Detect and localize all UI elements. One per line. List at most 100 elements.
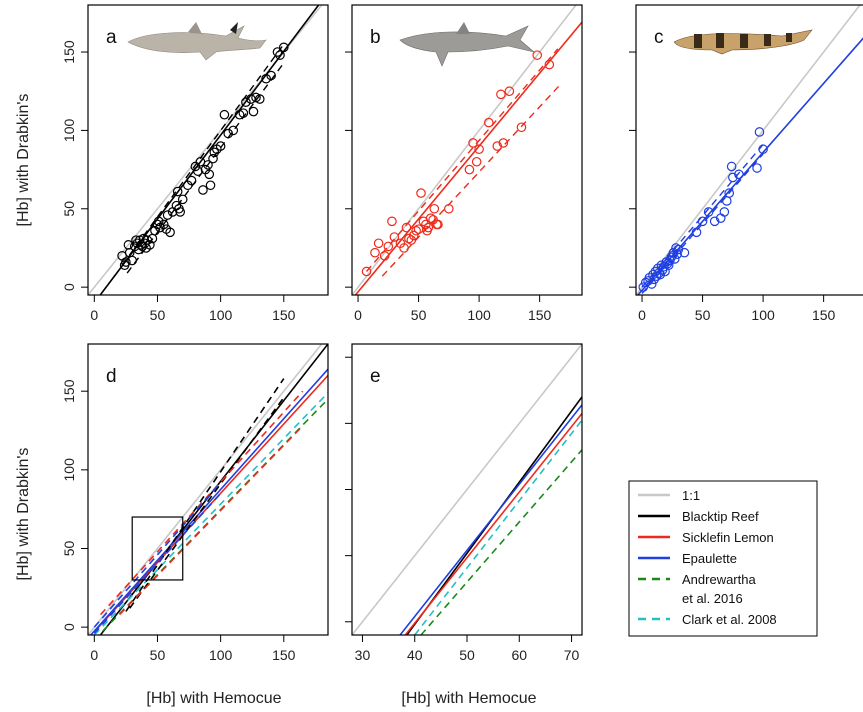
y-tick-label: 150: [61, 379, 77, 403]
series-line-10: [93, 481, 222, 628]
legend-label: Blacktip Reef: [682, 509, 759, 524]
data-point: [504, 86, 515, 97]
data-point: [655, 269, 666, 280]
data-point: [162, 210, 173, 220]
x-tick-label: 100: [209, 307, 233, 323]
legend-item: Sicklefin Lemon: [638, 530, 774, 545]
data-point: [474, 144, 484, 155]
data-point: [758, 144, 768, 155]
series-line-8: [100, 390, 304, 616]
data-point: [261, 73, 271, 84]
panel-b: 0 50 100 150 b: [345, 4, 583, 323]
zoom-box: [131, 516, 184, 581]
series-line-6: [125, 378, 285, 612]
panel-letter: d: [106, 366, 117, 387]
data-point: [389, 232, 400, 242]
data-point: [140, 238, 150, 249]
one-to-one-line: [636, 5, 861, 295]
x-tick-label: 0: [90, 647, 98, 663]
data-point: [127, 255, 138, 266]
y-tick-label: 150: [61, 40, 77, 64]
data-point: [383, 241, 394, 252]
data-point: [158, 219, 169, 230]
sicklefin-lemon-shark-icon: [399, 22, 535, 67]
data-point: [254, 94, 265, 104]
plot-area-e: [352, 344, 582, 635]
data-point: [175, 207, 186, 217]
legend-item: Clark et al. 2008: [638, 612, 777, 627]
data-point: [399, 243, 409, 253]
data-point: [638, 282, 649, 292]
data-point: [208, 153, 218, 164]
panel-letter: e: [370, 366, 381, 387]
legend-label: Sicklefin Lemon: [682, 530, 774, 545]
data-point: [266, 70, 276, 81]
data-point: [177, 194, 188, 205]
regression-line: [354, 21, 582, 295]
panel-frame: [87, 4, 329, 296]
series-line-3: [89, 368, 328, 635]
panel-frame: [635, 4, 863, 296]
data-point: [172, 186, 183, 197]
data-point: [433, 219, 443, 230]
series-line-0: [352, 344, 582, 635]
legend-item: Epaulette: [638, 551, 737, 566]
data-point: [468, 138, 478, 148]
y-tick-label: 50: [61, 540, 77, 556]
y-tick-label: 50: [61, 201, 77, 217]
data-point: [728, 172, 738, 183]
plot-area-d: [88, 344, 328, 635]
data-point: [421, 219, 431, 230]
data-point: [370, 247, 380, 258]
x-tick-label: 100: [751, 307, 775, 323]
x-tick-label: 150: [812, 307, 836, 323]
plot-area-a: [88, 5, 323, 295]
y-tick-label: 100: [61, 119, 77, 143]
y-tick-label: 0: [61, 283, 77, 291]
panel-e: 30 40 50 60 70 e: [345, 343, 583, 663]
series-line-1: [99, 344, 328, 635]
series-line-5: [420, 449, 582, 635]
ci-upper-line: [121, 43, 285, 266]
panel-frame: [351, 4, 583, 296]
data-point: [238, 108, 249, 118]
data-point: [406, 235, 417, 245]
data-point: [209, 147, 220, 158]
series-line-7: [129, 397, 285, 609]
data-point: [142, 235, 153, 245]
data-point: [215, 141, 226, 151]
x-tick-label: 70: [564, 647, 580, 663]
series-line-2: [404, 412, 582, 635]
x-tick-label: 40: [407, 647, 423, 663]
x-tick-label: 50: [459, 647, 475, 663]
data-point: [734, 169, 744, 180]
data-point: [544, 59, 555, 70]
data-point: [223, 128, 234, 139]
legend-item: 1:1: [638, 488, 700, 503]
x-tick-label: 100: [209, 647, 233, 663]
series-line-9: [119, 425, 304, 616]
data-point: [721, 196, 732, 206]
ci-lower-line: [381, 82, 562, 277]
data-point: [165, 227, 175, 238]
data-point: [404, 233, 414, 244]
legend-item: Blacktip Reef: [638, 509, 759, 524]
legend-label-cont: et al. 2016: [682, 591, 743, 606]
data-point: [278, 42, 289, 53]
epaulette-shark-icon: [673, 29, 813, 55]
data-point: [754, 127, 765, 137]
x-tick-label: 0: [90, 307, 98, 323]
legend: 1:1 Blacktip Reef Sicklefin Lemon Epaulette…: [628, 480, 818, 637]
data-point: [464, 164, 475, 175]
legend-label: Clark et al. 2008: [682, 612, 777, 627]
x-tick-label: 60: [511, 647, 527, 663]
data-point: [679, 247, 690, 258]
panel-letter: c: [654, 27, 664, 48]
data-point: [275, 50, 285, 60]
data-point: [719, 207, 730, 217]
panel-letter: b: [370, 27, 381, 48]
ci-lower-line: [126, 62, 285, 274]
legend-label: Epaulette: [682, 551, 737, 566]
data-point: [361, 266, 372, 277]
x-tick-label: 50: [150, 647, 166, 663]
